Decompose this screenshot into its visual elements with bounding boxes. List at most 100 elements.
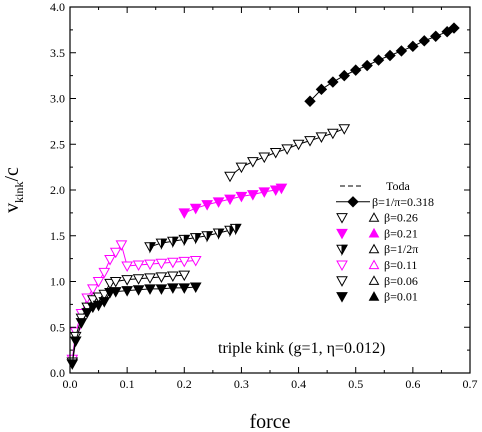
- chart-annotation: triple kink (g=1, η=0.012): [218, 340, 385, 357]
- data-point: [395, 45, 408, 57]
- data-point: [315, 132, 328, 143]
- data-point: [189, 233, 202, 245]
- data-point: [212, 197, 225, 208]
- data-point: [448, 22, 460, 34]
- legend-swatch-marker-down: [336, 228, 348, 240]
- data-point: [109, 247, 122, 259]
- data-point: [350, 64, 362, 76]
- legend: Toda β=1/π=0.318 β=0.26β=0.21 β=1/2π β=0.11 β…: [336, 179, 434, 304]
- data-point: [81, 308, 93, 319]
- legend-label: β=0.06: [384, 274, 418, 288]
- data-point: [155, 272, 168, 283]
- marker-half-fill: [341, 244, 348, 257]
- data-point: [167, 257, 179, 269]
- data-point: [338, 124, 351, 135]
- data-point: [87, 295, 99, 306]
- data-point: [98, 297, 111, 308]
- data-point: [229, 223, 242, 236]
- legend-swatch-marker-up: [368, 243, 380, 254]
- legend-entry: β=1/π=0.318: [336, 195, 434, 209]
- data-point: [327, 128, 339, 140]
- data-point: [224, 171, 236, 183]
- legend-swatch-marker-down: [336, 260, 348, 272]
- x-tick-label: 0.0: [63, 377, 78, 391]
- marker-half-fill: [235, 223, 242, 236]
- data-point: [224, 194, 236, 206]
- y-tick-label: 3.0: [50, 92, 65, 106]
- data-point: [92, 277, 105, 288]
- data-point: [167, 271, 179, 283]
- data-point: [292, 139, 305, 151]
- series-line: [309, 27, 455, 102]
- x-tick-label: 0.3: [234, 377, 249, 391]
- data-point: [201, 231, 213, 243]
- legend-swatch-marker-up: [368, 227, 380, 238]
- data-point: [178, 234, 191, 247]
- marker-half-fill: [160, 238, 168, 250]
- data-point: [418, 35, 430, 47]
- data-point: [109, 287, 122, 298]
- data-point: [121, 275, 133, 286]
- data-point: [235, 162, 248, 174]
- x-tick-label: 0.6: [405, 377, 420, 391]
- data-point: [430, 30, 442, 42]
- series-line: [184, 187, 282, 214]
- marker-half-fill: [183, 234, 191, 247]
- data-point: [189, 255, 202, 267]
- data-point: [167, 236, 179, 249]
- plot-frame: [69, 6, 471, 374]
- data-point: [104, 255, 116, 266]
- marker-half-fill: [218, 228, 225, 240]
- data-point: [98, 267, 111, 279]
- series-group: [178, 183, 288, 219]
- y-tick-label: 4.0: [50, 0, 65, 14]
- data-point: [235, 191, 248, 203]
- y-tick-label: 1.0: [50, 275, 65, 289]
- legend-swatch-marker-down: [336, 276, 348, 287]
- data-point: [269, 147, 282, 159]
- y-tick-label: 3.5: [50, 46, 65, 60]
- legend-entry: Toda: [340, 179, 410, 193]
- x-tick-label: 0.2: [177, 377, 192, 391]
- legend-label: Toda: [386, 179, 410, 193]
- y-axis-label: vkink/c: [1, 167, 26, 213]
- data-point: [144, 273, 156, 284]
- legend-entry: β=1/2π: [336, 242, 418, 257]
- y-tick-label: 1.5: [50, 229, 65, 243]
- data-point: [132, 285, 145, 296]
- marker-half-fill: [172, 236, 179, 249]
- data-point: [132, 260, 145, 272]
- legend-swatch-marker-down: [336, 292, 348, 303]
- legend-swatch-marker-up: [368, 212, 380, 222]
- data-point: [201, 200, 213, 211]
- data-point: [69, 336, 82, 348]
- data-point: [144, 259, 156, 271]
- data-point: [109, 277, 122, 288]
- x-tick-label: 0.4: [291, 377, 306, 391]
- legend-label: β=0.21: [384, 226, 418, 240]
- data-point: [178, 283, 191, 294]
- series-group: [66, 282, 202, 370]
- y-tick-label: 0.5: [50, 320, 65, 334]
- series-group: [66, 240, 202, 366]
- data-point: [189, 203, 202, 215]
- legend-entry: β=0.06: [336, 274, 418, 288]
- data-point: [155, 284, 168, 295]
- data-point: [178, 256, 191, 268]
- data-point: [92, 300, 105, 312]
- legend-label: β=1/π=0.318: [372, 195, 434, 209]
- data-point: [247, 157, 259, 168]
- data-point: [281, 144, 293, 155]
- legend-swatch-marker-up: [368, 259, 380, 270]
- data-point: [407, 40, 419, 53]
- y-axis-label-main: v: [1, 203, 23, 213]
- data-point: [361, 59, 373, 72]
- y-tick-label: 0.0: [50, 366, 65, 380]
- data-point: [178, 208, 191, 219]
- data-point: [304, 136, 316, 147]
- data-point: [144, 242, 156, 254]
- legend-entry: β=0.26: [336, 211, 418, 225]
- data-point: [258, 187, 271, 198]
- plot-layer: [66, 22, 460, 370]
